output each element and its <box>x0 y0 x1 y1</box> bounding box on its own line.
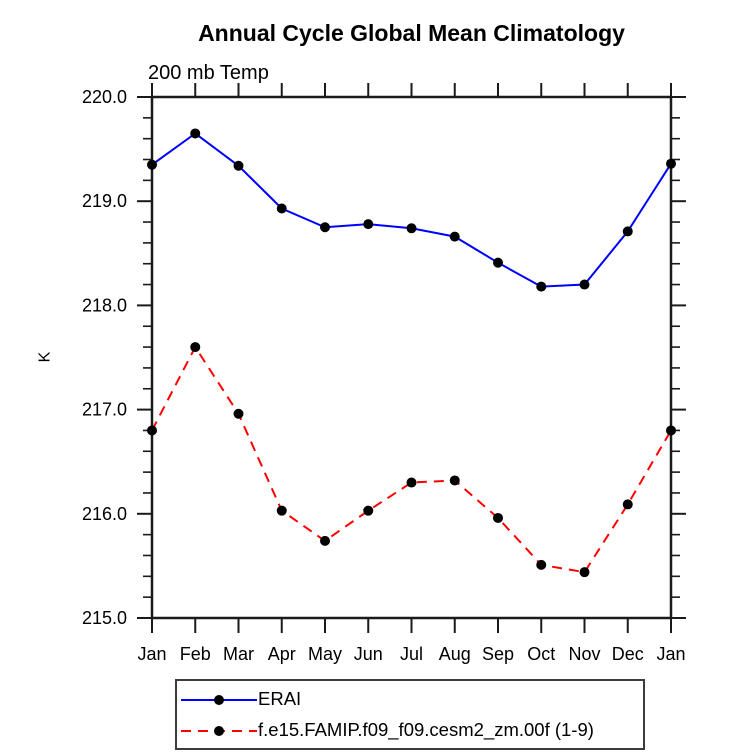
series-erai <box>147 128 676 292</box>
data-point <box>276 505 287 516</box>
data-point <box>449 231 460 242</box>
chart-title: Annual Cycle Global Mean Climatology <box>198 20 625 46</box>
series-model <box>147 342 676 578</box>
data-point <box>579 279 590 290</box>
x-tick-label: Feb <box>180 644 211 664</box>
data-point <box>190 342 201 353</box>
x-tick-label: Apr <box>268 644 296 664</box>
series-line <box>151 345 672 574</box>
x-tick-label: May <box>308 644 342 664</box>
x-tick-label: Mar <box>223 644 254 664</box>
x-tick-label: Jun <box>354 644 383 664</box>
data-point <box>493 512 503 523</box>
data-point <box>363 219 374 230</box>
x-tick-label: Jan <box>137 644 166 664</box>
legend-marker-dot <box>214 694 224 705</box>
data-point <box>449 475 460 486</box>
x-tick-label: Jan <box>656 644 685 664</box>
y-tick-label: 215.0 <box>82 608 127 628</box>
data-point <box>233 408 244 419</box>
legend-row-erai: ERAI <box>177 684 643 715</box>
y-tick-label: 220.0 <box>82 87 127 107</box>
data-point <box>493 257 503 268</box>
y-tick-label: 219.0 <box>82 191 127 211</box>
data-point <box>320 535 330 546</box>
data-point <box>276 203 287 214</box>
legend-label-erai: ERAI <box>258 688 302 710</box>
legend: ERAI f.e15.FAMIP.f09_f09.cesm2_zm.00f (1… <box>175 679 645 750</box>
legend-sample-erai-line <box>181 694 257 705</box>
y-tick-label: 216.0 <box>82 504 127 524</box>
y-tick-label: 218.0 <box>82 295 127 315</box>
data-point <box>147 425 157 436</box>
axis-ticks <box>137 83 686 633</box>
legend-marker-dot <box>214 725 224 736</box>
data-point <box>622 226 633 237</box>
data-point <box>666 425 676 436</box>
chart-subtitle: 200 mb Temp <box>148 62 269 84</box>
x-tick-label: Nov <box>568 644 600 664</box>
data-point <box>666 158 676 169</box>
legend-sample-model-line <box>181 725 257 736</box>
data-point <box>536 281 547 292</box>
y-tick-label: 217.0 <box>82 400 127 420</box>
legend-label-model: f.e15.FAMIP.f09_f09.cesm2_zm.00f (1-9) <box>258 719 594 741</box>
data-point <box>363 505 374 516</box>
legend-row-model: f.e15.FAMIP.f09_f09.cesm2_zm.00f (1-9) <box>177 715 643 746</box>
data-point <box>622 499 633 510</box>
data-point <box>579 567 590 578</box>
x-tick-label: Sep <box>482 644 514 664</box>
x-tick-label: Jul <box>400 644 423 664</box>
x-tick-label: Aug <box>439 644 471 664</box>
x-tick-label: Oct <box>527 644 555 664</box>
series-line <box>151 132 672 288</box>
data-point <box>233 160 244 171</box>
plot-frame <box>150 95 673 620</box>
data-point <box>320 222 330 233</box>
data-point <box>190 128 201 139</box>
data-point <box>406 477 417 488</box>
axis-tick-labels: Jan Feb Mar Apr May Jun Jul Aug Sep Oct Nov Dec Jan 2… <box>82 87 686 664</box>
data-point <box>147 159 157 170</box>
data-point <box>536 559 547 570</box>
data-point <box>406 223 417 234</box>
x-tick-label: Dec <box>612 644 644 664</box>
